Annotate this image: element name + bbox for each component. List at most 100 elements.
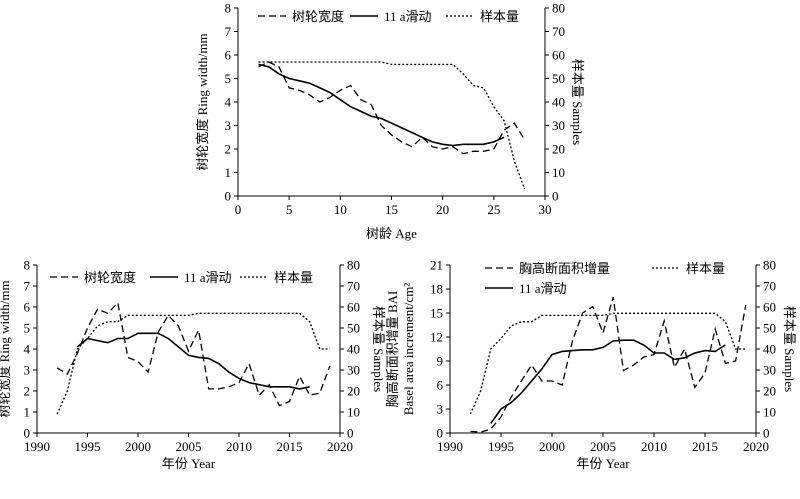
x-tick-label: 1990 bbox=[437, 439, 463, 454]
series-line-solid bbox=[490, 339, 726, 424]
y-left-tick-label: 1 bbox=[24, 405, 31, 420]
y-left-tick-label: 0 bbox=[225, 189, 232, 204]
chart-2: 1990 1995 2000 2005 2010 2015 2020012345678010… bbox=[0, 258, 386, 472]
y-right-tick-label: 70 bbox=[347, 279, 360, 294]
x-tick-label: 2010 bbox=[641, 439, 667, 454]
y-left-tick-label: 4 bbox=[225, 95, 232, 110]
x-tick-label: 2000 bbox=[539, 439, 565, 454]
x-tick-label: 1995 bbox=[488, 439, 514, 454]
y-left-tick-label: 6 bbox=[437, 378, 444, 393]
y-right-tick-label: 60 bbox=[763, 300, 776, 315]
y-left-axis-title-line2: Basel area increment/cm² bbox=[401, 283, 416, 415]
x-tick-label: 2015 bbox=[277, 439, 303, 454]
y-left-axis-title: 胸高断面积增量 BAIBasel area increment/cm² bbox=[385, 283, 416, 415]
legend-label: 胸高断面积增量 bbox=[519, 261, 610, 276]
y-right-tick-label: 40 bbox=[347, 342, 360, 357]
y-right-tick-label: 30 bbox=[763, 363, 776, 378]
y-left-tick-label: 5 bbox=[24, 321, 31, 336]
y-right-tick-label: 20 bbox=[347, 384, 360, 399]
y-right-tick-label: 40 bbox=[763, 342, 776, 357]
x-tick-label: 2015 bbox=[692, 439, 718, 454]
x-tick-label: 30 bbox=[539, 202, 552, 217]
y-right-tick-label: 30 bbox=[347, 363, 360, 378]
legend-label: 11 a滑动 bbox=[519, 281, 567, 296]
y-left-tick-label: 2 bbox=[24, 384, 31, 399]
y-right-tick-label: 50 bbox=[763, 321, 776, 336]
y-left-tick-label: 21 bbox=[430, 258, 443, 273]
y-right-axis-title: 样本量 Samples bbox=[371, 306, 386, 392]
y-right-tick-label: 0 bbox=[347, 426, 354, 441]
y-left-tick-label: 5 bbox=[225, 71, 232, 86]
x-tick-label: 15 bbox=[385, 202, 398, 217]
series-line-dashed bbox=[56, 301, 331, 407]
series-line-solid bbox=[258, 63, 505, 147]
y-right-tick-label: 80 bbox=[763, 258, 776, 273]
x-axis-title: 树龄 Age bbox=[366, 226, 417, 241]
y-right-tick-label: 80 bbox=[347, 258, 360, 273]
y-right-tick-label: 20 bbox=[763, 384, 776, 399]
chart-3: 1990 1995 2000 2005 2010 2015 2020036912151821… bbox=[385, 258, 797, 472]
y-left-axis-title-line1: 胸高断面积增量 BAI bbox=[385, 291, 400, 408]
legend-label: 11 a滑动 bbox=[184, 270, 232, 285]
series-line-dashed bbox=[258, 61, 526, 155]
legend-label: 11 a滑动 bbox=[384, 9, 432, 24]
x-tick-label: 20 bbox=[436, 202, 449, 217]
series-line-solid bbox=[76, 332, 310, 390]
series-line-dotted bbox=[258, 61, 526, 190]
y-right-tick-label: 30 bbox=[552, 118, 565, 133]
legend-label: 树轮宽度 bbox=[292, 9, 344, 24]
y-left-tick-label: 4 bbox=[24, 342, 31, 357]
y-left-tick-label: 3 bbox=[225, 118, 232, 133]
x-tick-label: 5 bbox=[286, 202, 293, 217]
y-right-tick-label: 50 bbox=[552, 71, 565, 86]
y-left-tick-label: 18 bbox=[430, 282, 443, 297]
x-tick-label: 1990 bbox=[24, 439, 50, 454]
y-right-tick-label: 40 bbox=[552, 95, 565, 110]
y-right-tick-label: 0 bbox=[763, 426, 770, 441]
y-right-tick-label: 10 bbox=[763, 405, 776, 420]
y-left-tick-label: 12 bbox=[430, 330, 443, 345]
y-left-tick-label: 7 bbox=[225, 24, 232, 39]
y-left-tick-label: 6 bbox=[225, 48, 232, 63]
y-left-tick-label: 2 bbox=[225, 142, 232, 157]
legend-label: 样本量 bbox=[686, 261, 725, 276]
y-left-tick-label: 7 bbox=[24, 279, 31, 294]
y-left-tick-label: 3 bbox=[24, 363, 31, 378]
y-right-tick-label: 10 bbox=[552, 165, 565, 180]
legend-label: 样本量 bbox=[480, 9, 519, 24]
y-right-tick-label: 80 bbox=[552, 1, 565, 16]
y-right-tick-label: 50 bbox=[347, 321, 360, 336]
x-tick-label: 2020 bbox=[327, 439, 353, 454]
x-tick-label: 2020 bbox=[743, 439, 769, 454]
y-left-tick-label: 8 bbox=[225, 1, 232, 16]
y-left-tick-label: 6 bbox=[24, 300, 31, 315]
x-tick-label: 2000 bbox=[125, 439, 151, 454]
y-left-tick-label: 3 bbox=[437, 402, 444, 417]
y-right-axis-title: 样本量 Samples bbox=[570, 59, 585, 145]
y-right-tick-label: 60 bbox=[347, 300, 360, 315]
chart-1: 0 5 10 15 20 25 3001234567801020304050607080树龄… bbox=[195, 1, 585, 242]
y-right-tick-label: 70 bbox=[763, 279, 776, 294]
legend-label: 树轮宽度 bbox=[84, 270, 136, 285]
y-left-axis-title: 树轮宽度 Ring width/mm bbox=[0, 280, 12, 417]
y-right-tick-label: 60 bbox=[552, 48, 565, 63]
y-right-tick-label: 0 bbox=[552, 189, 559, 204]
x-tick-label: 0 bbox=[235, 202, 242, 217]
y-left-tick-label: 8 bbox=[24, 258, 31, 273]
y-left-tick-label: 0 bbox=[437, 426, 444, 441]
y-right-tick-label: 20 bbox=[552, 142, 565, 157]
y-right-tick-label: 10 bbox=[347, 405, 360, 420]
x-axis-title: 年份 Year bbox=[576, 456, 630, 471]
x-tick-label: 2010 bbox=[226, 439, 252, 454]
x-axis-title: 年份 Year bbox=[162, 456, 216, 471]
x-tick-label: 10 bbox=[334, 202, 347, 217]
x-tick-label: 2005 bbox=[176, 439, 202, 454]
x-tick-label: 2005 bbox=[590, 439, 616, 454]
y-left-tick-label: 1 bbox=[225, 165, 232, 180]
series-line-dashed bbox=[470, 296, 747, 433]
y-right-tick-label: 70 bbox=[552, 24, 565, 39]
y-left-tick-label: 15 bbox=[430, 306, 443, 321]
y-right-axis-title: 样本量 Samples bbox=[782, 306, 797, 392]
y-left-tick-label: 0 bbox=[24, 426, 31, 441]
